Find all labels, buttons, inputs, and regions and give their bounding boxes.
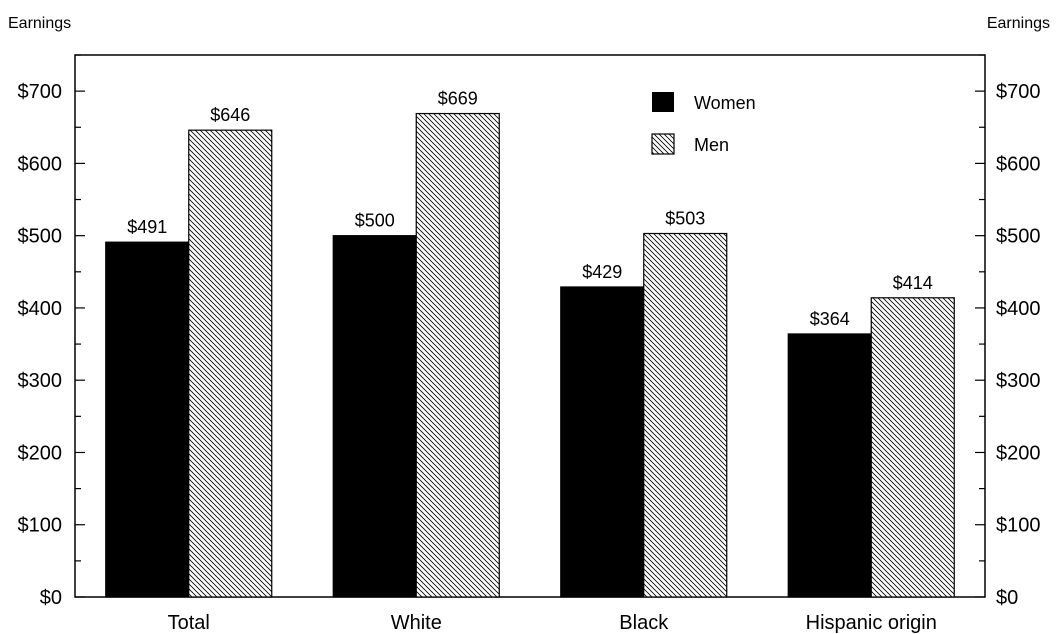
bar-men [415,112,500,598]
y-tick-label-left: $400 [18,298,63,320]
category-label: Hispanic origin [806,612,937,634]
y-ticks-right: $0 $100 $200 $300 $400 $500 $600 $700 [975,54,1041,609]
bar-men [188,129,273,598]
category-label: Total [168,612,210,634]
bar-value-label: $500 [355,211,395,231]
y-tick-label-right: $400 [996,298,1041,320]
bar-value-label: $429 [582,262,622,282]
y-tick-label-right: $700 [996,81,1041,103]
bar-women [332,235,417,598]
y-tick-label-right: $600 [996,153,1041,175]
legend-swatch-women [652,92,674,112]
y-tick-label-right: $200 [996,442,1041,464]
legend-swatch-men [651,133,675,155]
bar-men [870,297,955,598]
y-tick-label-left: $700 [18,81,63,103]
bar-men [643,232,728,598]
bar-value-label: $364 [810,309,850,329]
y-tick-label-left: $200 [18,442,63,464]
legend: Women Men [651,92,756,155]
y-ticks-left: $0 $100 $200 $300 $400 $500 $600 $700 [18,54,85,609]
y-tick-label-right: $500 [996,226,1041,248]
plot-frame [74,54,986,598]
bar-value-labels: $491 $646 $500 $669 $429 $503 $364 $414 [127,89,933,329]
y-tick-label-right: $100 [996,515,1041,537]
bar-women [787,333,872,598]
y-tick-label-left: $500 [18,226,63,248]
y-tick-label-left: $100 [18,515,63,537]
category-labels: Total White Black Hispanic origin [168,612,937,634]
bar-women [560,286,645,598]
legend-label-women: Women [694,93,756,113]
y-axis-title-right: Earnings [987,15,1050,32]
y-tick-label-right: $0 [996,587,1018,609]
bar-value-label: $646 [210,105,250,125]
y-tick-label-right: $300 [996,370,1041,392]
bars [105,112,955,598]
category-label: Black [619,612,669,634]
legend-label-men: Men [694,135,729,155]
y-tick-label-left: $300 [18,370,63,392]
y-axis-title-left: Earnings [8,15,71,32]
bar-value-label: $503 [665,208,705,228]
y-tick-label-left: $0 [40,587,62,609]
bar-women [105,241,190,598]
bar-value-label: $414 [893,273,933,293]
axes [74,54,986,598]
bar-value-label: $491 [127,217,167,237]
category-label: White [391,612,442,634]
y-tick-label-left: $600 [18,153,63,175]
bar-value-label: $669 [438,89,478,109]
